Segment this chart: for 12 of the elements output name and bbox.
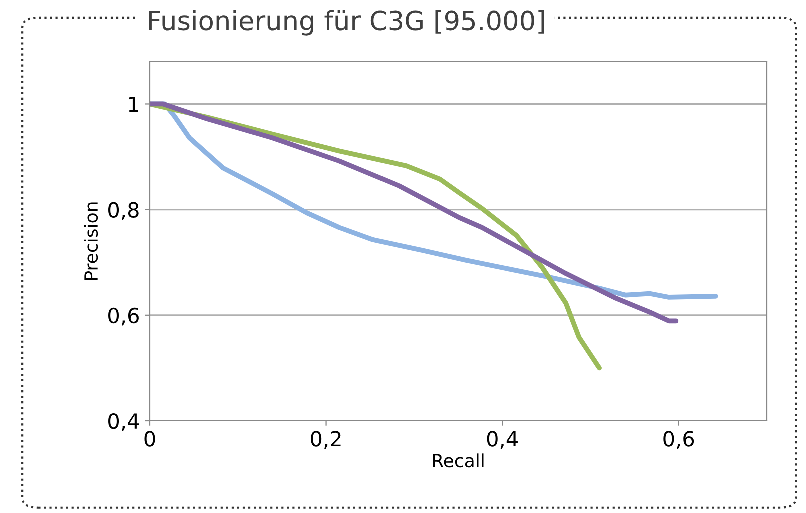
x-axis-title: Recall <box>433 454 484 468</box>
x-tick-label: 0,4 <box>487 431 518 449</box>
x-tick-label: 0,6 <box>664 431 694 449</box>
chart-title: Fusionierung für C3G [95.000] <box>149 10 544 36</box>
y-axis-title: Precision <box>84 202 98 280</box>
line-series <box>150 102 679 324</box>
y-tick-label: 1 <box>129 96 138 112</box>
x-tick-label: 0,2 <box>311 431 341 449</box>
y-tick-label: 0,4 <box>108 413 140 432</box>
x-tick-label: 0 <box>144 431 156 447</box>
y-tick-label: 0,6 <box>108 308 139 326</box>
y-tick-label: 0,8 <box>108 202 139 220</box>
